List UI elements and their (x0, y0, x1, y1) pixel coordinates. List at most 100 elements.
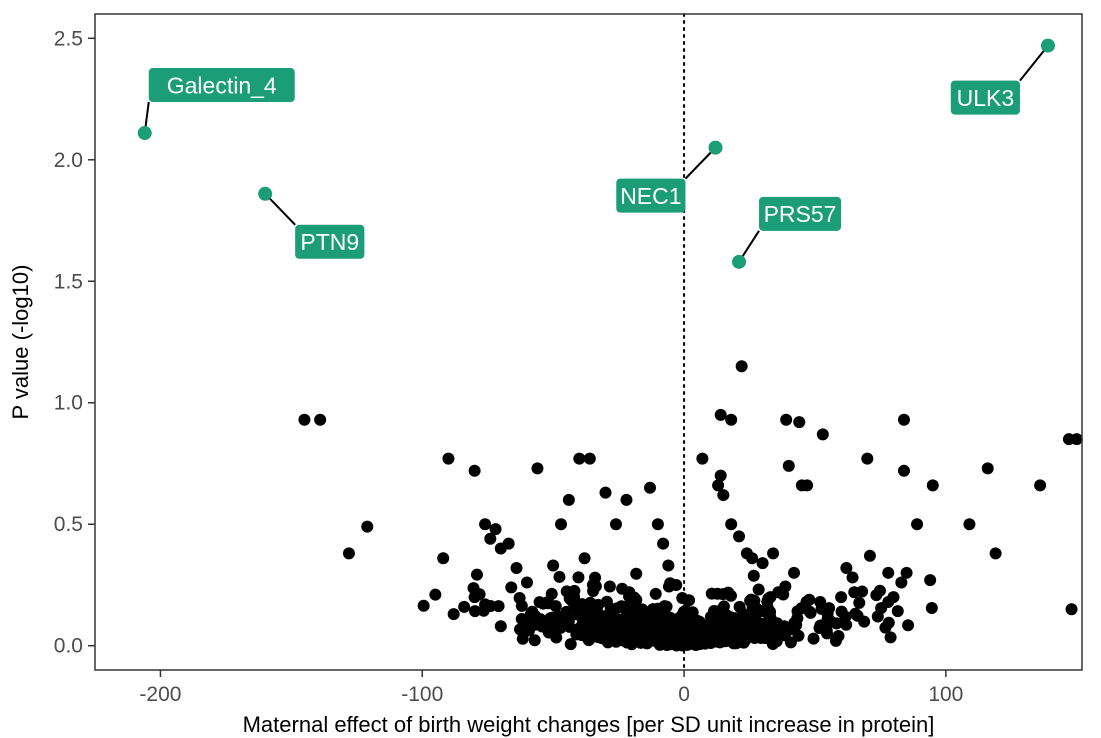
data-point (705, 621, 718, 634)
data-point (779, 580, 792, 593)
data-point (712, 479, 725, 492)
point-label: PTN9 (300, 229, 359, 255)
data-point (562, 493, 575, 506)
data-point (875, 602, 888, 615)
y-tick-label: 0.5 (54, 513, 83, 536)
data-point (832, 630, 845, 643)
data-point (651, 518, 664, 531)
data-point (564, 638, 577, 651)
data-point (750, 607, 763, 620)
data-point (534, 613, 547, 626)
highlight-ptn9: PTN9 (258, 186, 365, 259)
data-point (764, 605, 777, 618)
data-point (447, 608, 460, 621)
data-point (780, 413, 793, 426)
label-box (950, 80, 1020, 115)
data-point (589, 580, 602, 593)
data-point (884, 631, 897, 644)
label-box (616, 178, 686, 213)
x-axis: -200 -100 0 100 (139, 670, 963, 706)
data-point (484, 532, 497, 545)
data-point (437, 552, 450, 565)
data-point (835, 605, 848, 618)
data-point (750, 619, 763, 632)
data-point (717, 600, 730, 613)
data-point (676, 592, 689, 605)
label-box (759, 196, 842, 231)
data-point (733, 530, 746, 543)
data-point (607, 632, 620, 645)
data-point (746, 552, 759, 565)
label-connector (264, 193, 296, 226)
data-point (989, 547, 1002, 560)
data-point (767, 547, 780, 560)
data-point (900, 566, 913, 579)
data-point (314, 413, 327, 426)
data-point (714, 408, 727, 421)
data-point (705, 587, 718, 600)
data-point (793, 416, 806, 429)
data-point (524, 609, 537, 622)
data-point (895, 576, 908, 589)
data-point (502, 537, 515, 550)
label-box (295, 224, 365, 259)
data-point (911, 518, 924, 531)
data-point (659, 608, 672, 621)
data-point (752, 583, 765, 596)
highlight-ulk3: ULK3 (950, 38, 1055, 115)
data-point (531, 462, 544, 475)
data-point (479, 518, 492, 531)
data-point (549, 600, 562, 613)
data-point (735, 360, 748, 373)
data-point (603, 580, 616, 593)
x-axis-title: Maternal effect of birth weight changes … (243, 712, 935, 737)
highlighted-point (258, 186, 273, 201)
data-point (863, 549, 876, 562)
data-point (528, 634, 541, 647)
data-point (583, 452, 596, 465)
data-point (361, 520, 374, 533)
data-point (897, 464, 910, 477)
data-point (715, 622, 728, 635)
data-point (644, 481, 657, 494)
data-point (596, 632, 609, 645)
point-label: ULK3 (957, 85, 1015, 111)
data-point (816, 428, 829, 441)
panel-border (94, 13, 1083, 671)
data-point (458, 600, 471, 613)
data-point (925, 602, 938, 615)
data-point (566, 595, 579, 608)
data-point (804, 606, 817, 619)
highlighted-point (137, 126, 152, 141)
data-point (722, 586, 735, 599)
point-label: PRS57 (764, 201, 837, 227)
data-point (981, 462, 994, 475)
data-point (762, 592, 775, 605)
data-point (563, 620, 576, 633)
y-axis: 0.0 0.5 1.0 1.5 2.0 2.5 (54, 27, 95, 658)
data-point (489, 523, 502, 536)
highlight-prs57: PRS57 (732, 196, 842, 269)
data-point (417, 599, 430, 612)
highlighted-point (732, 254, 747, 269)
data-point (717, 489, 730, 502)
data-point (851, 609, 864, 622)
data-point (429, 588, 442, 601)
data-point (685, 613, 698, 626)
data-point (609, 518, 622, 531)
data-point (620, 493, 633, 506)
point-label: Galectin_4 (167, 72, 277, 98)
data-point (442, 452, 455, 465)
data-point (599, 486, 612, 499)
data-point (748, 632, 761, 645)
data-point (813, 621, 826, 634)
data-point (555, 518, 568, 531)
x-tick-label: 100 (928, 683, 963, 706)
highlighted-point (1040, 38, 1055, 53)
data-point (694, 633, 707, 646)
data-point (298, 413, 311, 426)
data-point (766, 638, 779, 651)
data-point (513, 592, 526, 605)
data-point (725, 413, 738, 426)
